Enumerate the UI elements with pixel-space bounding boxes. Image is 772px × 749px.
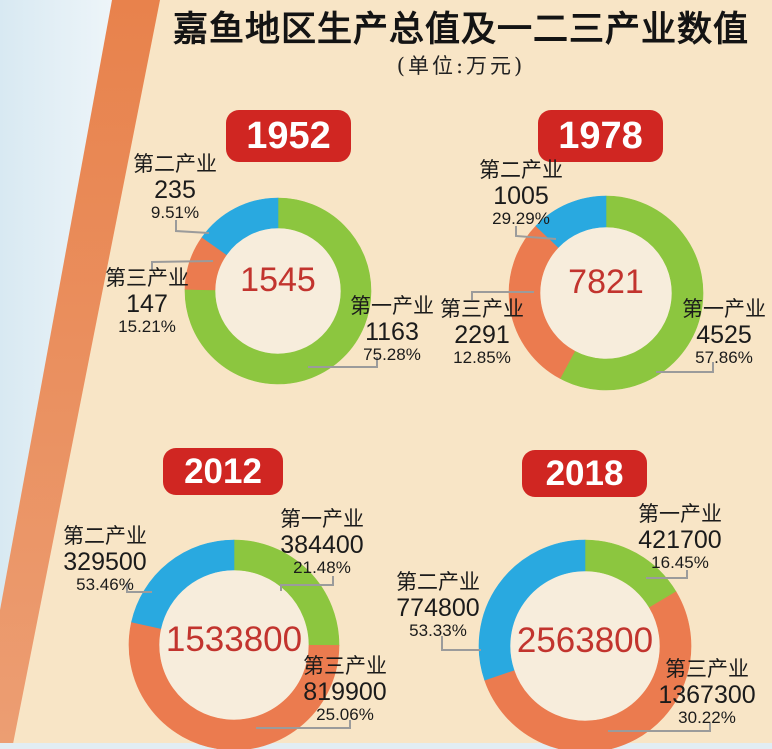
year-badge-2012: 2012 [163, 448, 283, 495]
industry-name: 第三产业 [105, 267, 189, 290]
industry-name: 第二产业 [133, 153, 217, 176]
year-badge-1952: 1952 [226, 110, 351, 162]
industry-percent: 25.06% [316, 705, 374, 724]
industry-percent: 16.45% [651, 553, 709, 572]
total-value-2018: 2563800 [516, 621, 654, 660]
industry-value: 329500 [63, 548, 147, 576]
industry-name: 第一产业 [638, 503, 722, 526]
industry-percent: 53.46% [76, 575, 134, 594]
label-1952-secondary-industry: 第二产业 235 9.51% [110, 152, 240, 223]
label-2018-secondary-industry: 第二产业 774800 53.33% [373, 570, 503, 641]
label-1978-secondary-industry: 第二产业 1005 29.29% [456, 158, 586, 229]
industry-value: 4525 [696, 321, 752, 349]
year-badge-2018: 2018 [522, 450, 647, 497]
label-1978-primary-industry: 第一产业 4525 57.86% [659, 297, 772, 368]
label-2012-primary-industry: 第一产业 384400 21.48% [257, 507, 387, 578]
industry-name: 第一产业 [682, 298, 766, 321]
industry-percent: 53.33% [409, 621, 467, 640]
industry-percent: 30.22% [678, 708, 736, 727]
industry-value: 421700 [638, 526, 722, 554]
industry-name: 第三产业 [303, 655, 387, 678]
industry-value: 1163 [365, 318, 419, 346]
bottom-strip-decoration [0, 743, 772, 749]
industry-percent: 57.86% [695, 348, 753, 367]
industry-value: 1367300 [658, 681, 756, 709]
total-value-2012: 1533800 [165, 620, 303, 659]
industry-percent: 9.51% [150, 203, 200, 222]
label-1952-tertiary-industry: 第三产业 147 15.21% [82, 266, 212, 337]
label-2012-secondary-industry: 第二产业 329500 53.46% [40, 524, 170, 595]
industry-percent: 12.85% [453, 348, 511, 367]
page-subtitle: (单位:万元) [396, 54, 526, 78]
industry-value: 1005 [493, 182, 549, 210]
label-2012-tertiary-industry: 第三产业 819900 25.06% [280, 654, 410, 725]
industry-name: 第二产业 [479, 159, 563, 182]
total-value-1978: 7821 [568, 263, 644, 301]
label-1978-tertiary-industry: 第三产业 2291 12.85% [417, 297, 547, 368]
industry-name: 第三产业 [440, 298, 524, 321]
industry-name: 第二产业 [63, 525, 147, 548]
industry-name: 第二产业 [396, 571, 480, 594]
industry-value: 2291 [454, 321, 510, 349]
year-badge-1978: 1978 [538, 110, 663, 162]
label-2018-primary-industry: 第一产业 421700 16.45% [615, 502, 745, 573]
industry-value: 774800 [396, 594, 480, 622]
industry-value: 819900 [303, 678, 387, 706]
industry-value: 384400 [280, 531, 364, 559]
label-1952-primary-industry: 第一产业 1163 75.28% [327, 294, 457, 365]
industry-percent: 21.48% [293, 558, 351, 577]
industry-value: 147 [126, 290, 168, 318]
industry-percent: 15.21% [118, 317, 176, 336]
industry-value: 235 [154, 176, 196, 204]
industry-name: 第三产业 [665, 658, 749, 681]
label-2018-tertiary-industry: 第三产业 1367300 30.22% [642, 657, 772, 728]
industry-name: 第一产业 [280, 508, 364, 531]
industry-percent: 75.28% [363, 345, 421, 364]
total-value-1952: 1545 [240, 261, 316, 299]
industry-name: 第一产业 [350, 295, 434, 318]
industry-percent: 29.29% [492, 209, 550, 228]
page-title: 嘉鱼地区生产总值及一二三产业数值 [172, 10, 749, 49]
